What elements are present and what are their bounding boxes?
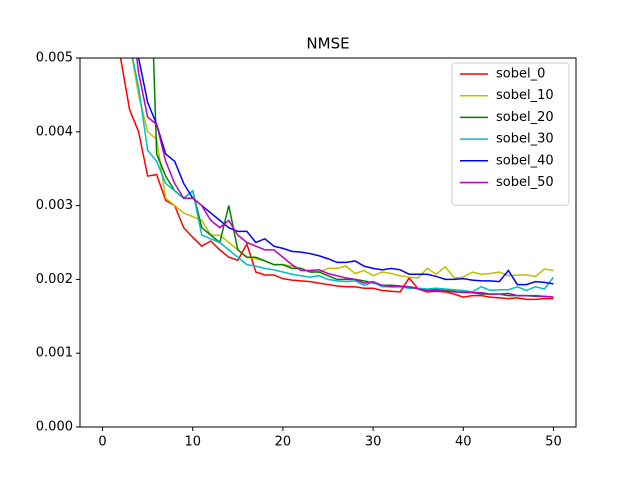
x-tick-label: 10 [184, 435, 201, 450]
x-tick-label: 20 [275, 435, 292, 450]
y-tick-label: 0.004 [36, 124, 73, 139]
legend-box [451, 62, 570, 206]
y-tick-label: 0.000 [36, 420, 73, 435]
legend-label: sobel_0 [496, 67, 545, 82]
legend-label: sobel_20 [496, 110, 554, 125]
y-tick-label: 0.003 [36, 198, 73, 213]
y-tick-label: 0.002 [36, 272, 73, 287]
y-tick-label: 0.005 [36, 51, 73, 66]
legend-label: sobel_10 [496, 88, 554, 103]
x-tick-label: 40 [455, 435, 472, 450]
series-line [137, 58, 554, 286]
series-line [131, 58, 554, 279]
series-line [131, 58, 555, 293]
chart-title: NMSE [306, 35, 349, 53]
x-tick-label: 0 [98, 435, 106, 450]
legend-label: sobel_40 [496, 153, 554, 168]
legend-label: sobel_30 [496, 132, 554, 147]
plot-frame [79, 57, 577, 428]
x-tick-label: 30 [365, 435, 382, 450]
x-tick-label: 50 [545, 435, 562, 450]
series-line [136, 58, 554, 298]
series-line [119, 58, 554, 301]
plot-lines [119, 58, 555, 301]
y-tick-label: 0.001 [36, 346, 73, 361]
legend-label: sobel_50 [496, 175, 554, 190]
